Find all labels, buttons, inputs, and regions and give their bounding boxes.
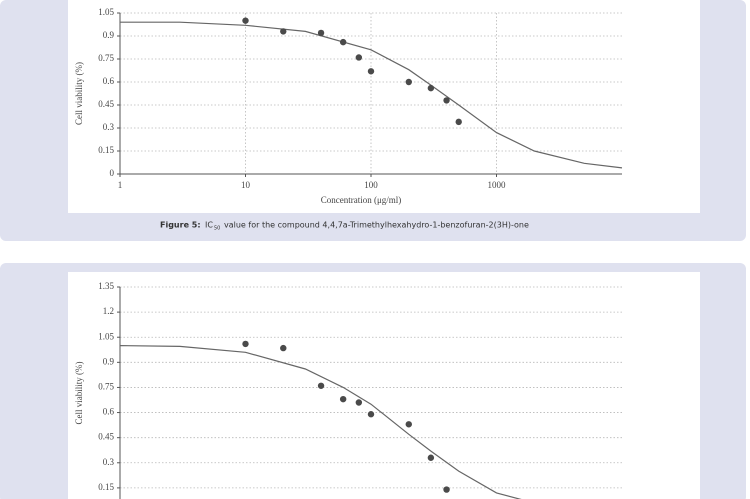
x-tick-label: 100 — [364, 180, 378, 190]
data-point — [443, 97, 450, 104]
y-tick-label: 1.2 — [103, 306, 114, 316]
y-tick-label: 1.05 — [98, 331, 114, 341]
caption-label: Figure 5: — [160, 221, 201, 230]
chart-panel — [68, 0, 700, 213]
y-tick-label: 0.75 — [98, 382, 114, 392]
y-tick-label: 0.15 — [98, 145, 114, 155]
y-axis-label: Cell viability (%) — [74, 362, 84, 425]
y-tick-label: 0.6 — [103, 407, 115, 417]
y-tick-label: 0.3 — [103, 457, 115, 467]
data-point — [367, 68, 375, 75]
y-axis-label: Cell viability (%) — [74, 62, 84, 125]
fit-curve — [120, 21, 623, 169]
data-point — [455, 118, 462, 126]
data-point — [405, 421, 412, 428]
chart-panel — [68, 272, 700, 499]
data-point — [367, 411, 375, 418]
data-point — [317, 29, 325, 37]
y-tick-label: 0.3 — [103, 122, 115, 132]
caption-prefix: IC — [205, 221, 213, 230]
fit-curve — [119, 345, 522, 499]
data-point — [355, 54, 363, 61]
data-point — [339, 38, 347, 46]
y-tick-label: 0.75 — [98, 53, 114, 63]
data-point — [242, 340, 249, 348]
data-point — [280, 344, 287, 352]
data-point — [427, 454, 435, 461]
y-tick-label: 1.05 — [98, 7, 114, 17]
caption-sub: 50 — [214, 226, 220, 232]
y-tick-label: 0.9 — [103, 30, 115, 40]
x-tick-label: 1 — [118, 180, 123, 190]
data-point — [242, 17, 249, 24]
y-tick-label: 0.45 — [98, 432, 114, 442]
data-point — [427, 84, 435, 92]
caption-text: value for the compound 4,4,7a-Trimethylh… — [224, 221, 529, 230]
x-tick-label: 10 — [241, 180, 251, 190]
y-tick-label: 0 — [110, 168, 115, 178]
x-tick-label: 1000 — [488, 180, 507, 190]
x-axis-label: Concentration (μg/ml) — [321, 195, 402, 205]
data-point — [339, 395, 347, 403]
y-tick-label: 0.15 — [98, 482, 114, 492]
data-point — [355, 399, 363, 406]
y-tick-label: 0.9 — [103, 356, 115, 366]
y-tick-label: 0.45 — [98, 99, 114, 109]
data-point — [280, 28, 287, 35]
data-point — [405, 78, 412, 86]
data-point — [443, 486, 450, 493]
y-tick-label: 1.35 — [98, 281, 114, 291]
y-tick-label: 0.6 — [103, 76, 115, 86]
data-point — [317, 382, 325, 389]
